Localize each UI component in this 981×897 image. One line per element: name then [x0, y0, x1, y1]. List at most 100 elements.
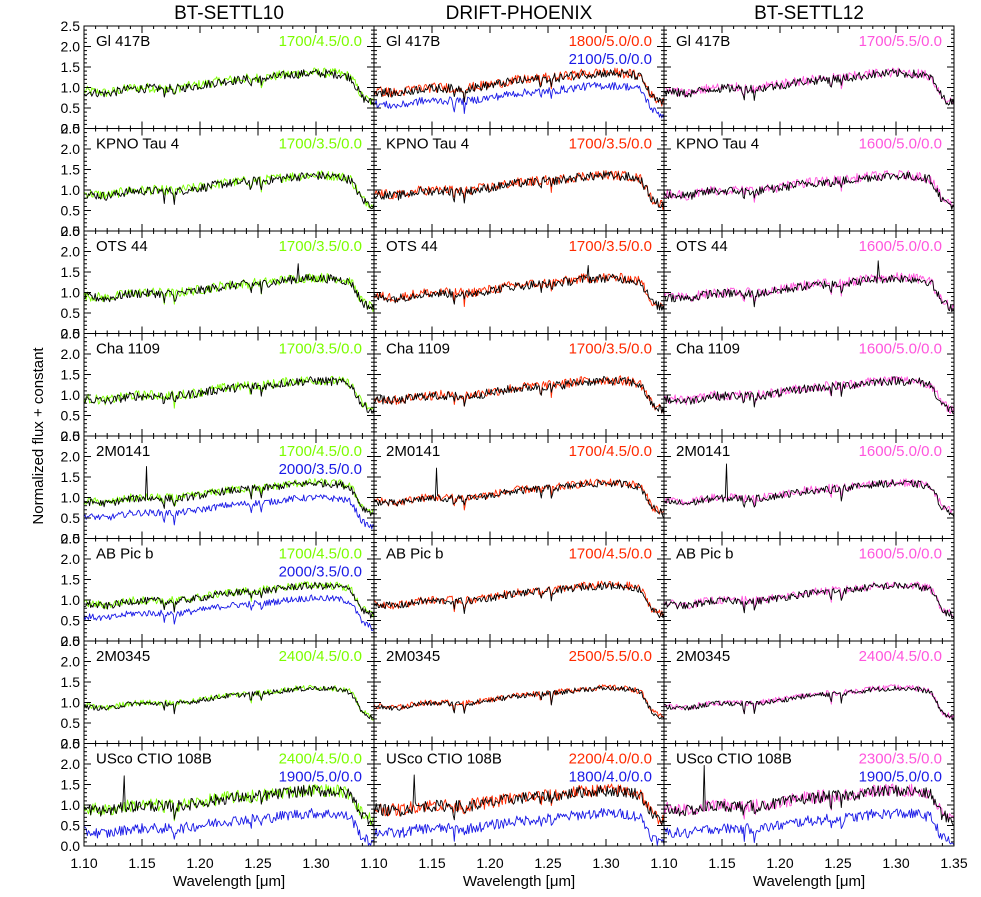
y-tick-label: 0.5: [61, 613, 81, 629]
y-tick-label: 1.0: [61, 695, 81, 711]
object-label: Cha 1109: [676, 341, 740, 358]
observed-spectrum: [373, 774, 665, 826]
y-tick-label: 1.5: [61, 777, 81, 793]
primary-model-spectrum: [83, 170, 375, 209]
observed-spectrum: [664, 685, 955, 721]
object-label: AB Pic b: [676, 546, 734, 563]
model-parameter-label: 2400/4.5/0.0: [279, 648, 362, 665]
model-parameter-label: 1800/4.0/0.0: [569, 769, 652, 786]
primary-model-spectrum: [373, 684, 665, 720]
y-tick-label: 1.0: [61, 182, 81, 198]
object-label: Gl 417B: [386, 33, 440, 50]
primary-model-spectrum: [83, 272, 375, 313]
model-parameter-label: 2300/3.5/0.0: [859, 751, 942, 768]
model-parameter-label: 1700/4.5/0.0: [279, 33, 362, 50]
y-axis-label: Normalized flux + constant: [30, 347, 47, 525]
y-tick-label: 0.0: [61, 326, 81, 342]
observed-spectrum: [663, 581, 955, 619]
y-tick-label: 0.0: [61, 736, 81, 752]
model-parameter-label: 2100/5.0/0.0: [569, 51, 652, 68]
observed-spectrum: [83, 466, 375, 517]
primary-model-spectrum: [373, 67, 665, 107]
y-tick-label: 2.5: [61, 121, 81, 137]
model-parameter-label: 1600/5.0/0.0: [859, 546, 942, 563]
second-model-spectrum: [374, 808, 665, 846]
observed-spectrum: [83, 685, 375, 719]
y-tick-label: 1.0: [61, 387, 81, 403]
object-label: KPNO Tau 4: [386, 136, 469, 153]
primary-model-spectrum: [663, 581, 955, 618]
second-model-spectrum: [83, 808, 375, 846]
model-parameter-label: 1700/3.5/0.0: [279, 136, 362, 153]
primary-model-spectrum: [373, 170, 665, 211]
x-axis-label: Wavelength [μm]: [173, 873, 285, 890]
object-label: KPNO Tau 4: [96, 136, 179, 153]
model-parameter-label: 2200/4.0/0.0: [569, 751, 652, 768]
observed-spectrum: [83, 376, 375, 414]
y-tick-label: 1.0: [61, 797, 81, 813]
y-tick-label: 0.5: [61, 818, 81, 834]
y-tick-label: 2.0: [61, 654, 81, 670]
observed-spectrum: [83, 68, 375, 107]
y-tick-label: 2.0: [61, 756, 81, 772]
observed-spectrum: [664, 376, 955, 415]
y-tick-label: 0.0: [61, 633, 81, 649]
model-parameter-label: 1700/3.5/0.0: [279, 238, 362, 255]
y-tick-label: 2.0: [61, 449, 81, 465]
object-label: USco CTIO 108B: [386, 751, 502, 768]
observed-spectrum: [373, 467, 665, 518]
object-label: OTS 44: [676, 238, 728, 255]
y-tick-label: 2.5: [61, 326, 81, 342]
object-label: 2M0345: [96, 648, 150, 665]
y-tick-label: 1.0: [61, 80, 81, 96]
x-tick-label: 1.25: [244, 855, 271, 871]
model-parameter-label: 1600/5.0/0.0: [859, 136, 942, 153]
y-tick-label: 1.5: [61, 674, 81, 690]
model-parameter-label: 1700/3.5/0.0: [569, 238, 652, 255]
model-parameter-label: 1900/5.0/0.0: [279, 769, 362, 786]
second-model-spectrum: [83, 594, 375, 632]
x-tick-label: 1.15: [708, 855, 735, 871]
x-tick-label: 1.30: [302, 855, 329, 871]
column-title: BT-SETTL10: [174, 3, 284, 24]
y-tick-label: 0.5: [61, 715, 81, 731]
y-tick-label: 1.5: [61, 162, 81, 178]
observed-spectrum: [373, 581, 665, 619]
y-tick-label: 2.0: [61, 39, 81, 55]
object-label: OTS 44: [386, 238, 438, 255]
object-label: 2M0345: [676, 648, 730, 665]
object-label: 2M0141: [676, 443, 730, 460]
model-parameter-label: 2500/5.5/0.0: [569, 648, 652, 665]
x-tick-label: 1.15: [128, 855, 155, 871]
model-parameter-label: 1700/5.5/0.0: [859, 33, 942, 50]
y-tick-label: 0.5: [61, 510, 81, 526]
y-tick-label: 1.5: [61, 469, 81, 485]
y-tick-label: 2.5: [61, 633, 81, 649]
x-axis-label: Wavelength [μm]: [753, 873, 865, 890]
second-model-spectrum: [373, 81, 665, 119]
primary-model-spectrum: [373, 580, 665, 617]
y-tick-label: 1.5: [61, 367, 81, 383]
y-tick-label: 2.5: [61, 531, 81, 547]
model-parameter-label: 1900/5.0/0.0: [859, 769, 942, 786]
x-tick-label: 1.20: [186, 855, 213, 871]
primary-model-spectrum: [373, 783, 665, 826]
y-tick-label: 0.0: [61, 838, 81, 854]
object-label: USco CTIO 108B: [96, 751, 212, 768]
object-label: 2M0141: [96, 443, 150, 460]
y-tick-label: 1.0: [61, 490, 81, 506]
x-tick-label: 1.30: [882, 855, 909, 871]
y-tick-label: 0.5: [61, 100, 81, 116]
observed-spectrum: [664, 260, 955, 313]
column-title: DRIFT-PHOENIX: [446, 3, 593, 24]
x-tick-label: 1.25: [534, 855, 561, 871]
object-label: AB Pic b: [386, 546, 444, 563]
primary-model-spectrum: [663, 272, 955, 312]
model-parameter-label: 2000/3.5/0.0: [279, 461, 362, 478]
x-tick-label: 1.20: [766, 855, 793, 871]
object-label: Gl 417B: [676, 33, 730, 50]
y-tick-label: 2.0: [61, 551, 81, 567]
model-parameter-label: 1700/4.5/0.0: [279, 546, 362, 563]
